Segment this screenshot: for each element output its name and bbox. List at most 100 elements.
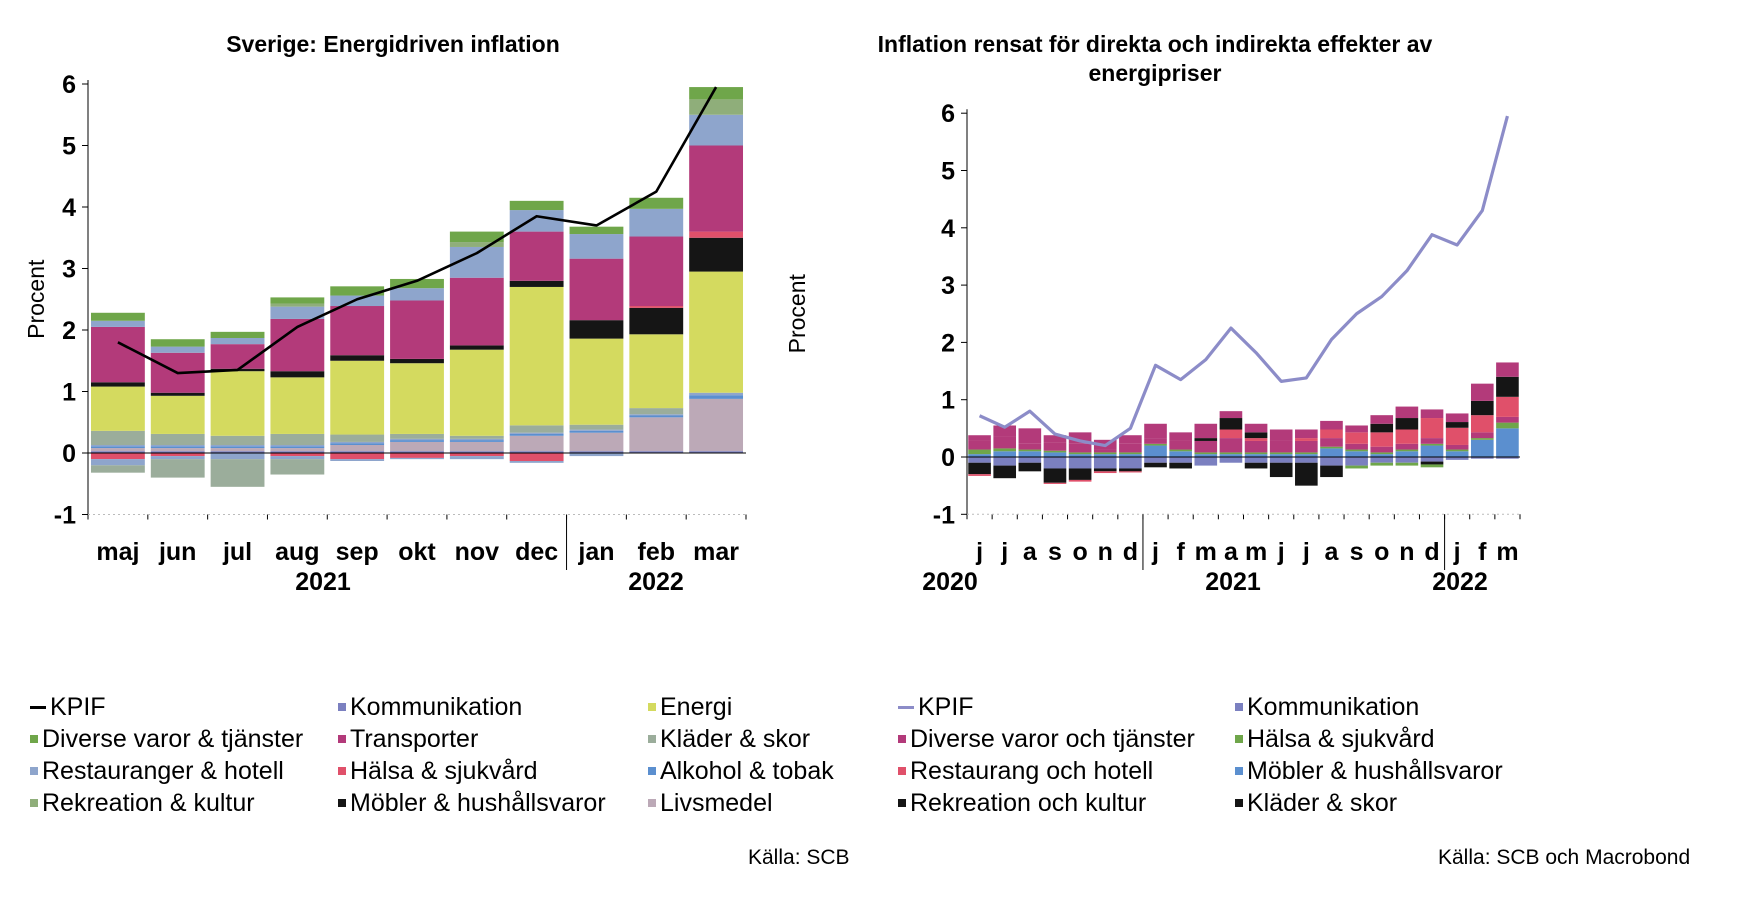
- bar-livsmedel: [90, 448, 145, 452]
- bar-neg-kommunikation: [1496, 457, 1519, 459]
- y-tick-label: -1: [933, 501, 955, 529]
- bar-diverse-varor-och-tj-nster: [1445, 444, 1469, 450]
- bar-neg-h-lsa-sjukv-rd: [270, 453, 325, 457]
- bar-energi: [390, 363, 444, 434]
- legend-swatch: [1235, 703, 1243, 711]
- y-tick-label: 2: [941, 329, 955, 357]
- legend-item-kpif: KPIF: [898, 692, 974, 722]
- bar-m-bler-hush-llsvaror: [968, 454, 991, 457]
- legend-swatch: [898, 799, 906, 807]
- bar-transporter: [90, 326, 145, 383]
- bar-diverse-varor-och-tj-nster: [1119, 443, 1142, 453]
- bar-neg-kommunikation: [1194, 457, 1218, 466]
- bar-diverse-varor-tj-nster: [330, 286, 385, 296]
- chart-title-line: energipriser: [1089, 60, 1222, 86]
- x-tick-label: okt: [398, 538, 436, 566]
- legend-item-restauranger-hotell: Restauranger & hotell: [30, 756, 284, 786]
- bar-neg-h-lsa-sjukv-rd: [390, 453, 444, 458]
- bar-restauranger-hotell: [330, 441, 385, 444]
- legend-item-m-bler-hush-llsvaror: Möbler & hushållsvaror: [1235, 756, 1503, 786]
- bar-m-bler-hush-llsvaror: [1043, 452, 1067, 457]
- bar-neg-rekreation-och-kultur: [1169, 462, 1192, 469]
- legend-swatch: [648, 703, 656, 711]
- x-tick-label: f: [1478, 538, 1487, 566]
- legend-label: KPIF: [50, 692, 106, 721]
- bar-neg-kl-der-skor: [270, 459, 325, 475]
- legend-label: Kläder & skor: [660, 724, 811, 753]
- bar-rekreation-kultur: [449, 242, 504, 247]
- legend-item-alkohol-tobak: Alkohol & tobak: [648, 756, 834, 786]
- bar-diverse-varor-tj-nster: [629, 197, 684, 209]
- bar-transporter: [509, 231, 564, 281]
- bar-diverse-varor-och-tj-nster: [1370, 446, 1394, 453]
- bar-neg-rekreation-och-kultur: [1420, 461, 1444, 465]
- bar-energi: [569, 338, 624, 425]
- bar-m-bler-hush-llsvaror: [509, 280, 564, 287]
- legend-item-rekreation-och-kultur: Rekreation och kultur: [898, 788, 1146, 818]
- bar-restaurang-och-hotell: [1470, 415, 1494, 433]
- bar-livsmedel: [629, 417, 684, 452]
- year-label: 2022: [1432, 568, 1488, 596]
- bar-m-bler-hush-llsvaror: [1018, 451, 1042, 457]
- bar-neg-rekreation-och-kultur: [1320, 465, 1343, 478]
- bar-neg-kommunikation: [1169, 457, 1192, 463]
- bar-restaurang-och-hotell: [1244, 438, 1268, 441]
- bar-diverse-varor-och-tj-nster: [1194, 423, 1218, 439]
- y-tick-label: 3: [62, 256, 76, 284]
- bar-diverse-varor-och-tj-nster: [1470, 383, 1494, 401]
- bar-neg-rekreation-och-kultur: [1043, 468, 1067, 483]
- bar-diverse-varor-och-tj-nster: [1269, 440, 1293, 453]
- bar-neg-restauranger-hotell: [449, 456, 504, 460]
- bar-restaurang-och-hotell: [1345, 432, 1368, 444]
- bar-neg-rekreation-och-kultur: [1269, 462, 1293, 478]
- bar-kl-der-skor: [150, 433, 205, 446]
- bar-neg-h-lsa-sjukv-rd: [1420, 464, 1444, 468]
- legend-swatch: [648, 767, 656, 775]
- year-label: 2022: [628, 568, 684, 596]
- legend-label: Hälsa & sjukvård: [350, 756, 538, 785]
- bar-neg-rekreation-och-kultur: [1244, 462, 1268, 469]
- bar-restauranger-hotell: [330, 295, 385, 307]
- bar-diverse-varor-och-tj-nster: [1093, 449, 1117, 453]
- bar-m-bler-hush-llsvaror: [993, 451, 1017, 457]
- bar-diverse-varor-och-tj-nster: [1043, 442, 1067, 451]
- bar-neg-restaurang-och-hotell: [1093, 471, 1117, 474]
- legend-item-h-lsa-sjukv-rd: Hälsa & sjukvård: [338, 756, 538, 786]
- legend-label: Hälsa & sjukvård: [1247, 724, 1435, 753]
- bar-kl-der-skor: [449, 435, 504, 439]
- bar-neg-h-lsa-sjukv-rd: [1370, 462, 1394, 466]
- bar-kl-der-skor: [569, 424, 624, 430]
- y-tick-label: 4: [941, 215, 955, 243]
- bar-diverse-varor-och-tj-nster: [1068, 432, 1092, 444]
- bar-diverse-varor-och-tj-nster: [993, 436, 1017, 449]
- bar-m-bler-hush-llsvaror: [1144, 445, 1167, 457]
- legend-swatch: [338, 735, 346, 743]
- legend-label: Möbler & hushållsvaror: [350, 788, 606, 817]
- bar-diverse-varor-och-tj-nster: [1395, 443, 1419, 450]
- bar-neg-restauranger-hotell: [150, 456, 205, 460]
- bar-neg-kommunikation: [1043, 457, 1067, 469]
- bar-rekreation-och-kultur: [1470, 400, 1494, 416]
- bar-kommunikation: [629, 451, 684, 453]
- x-tick-label: s: [1350, 538, 1364, 566]
- bar-m-bler-hush-llsvaror: [1345, 451, 1368, 457]
- x-tick-label: n: [1399, 538, 1414, 566]
- legend-swatch: [648, 799, 656, 807]
- bar-livsmedel: [210, 448, 265, 452]
- x-tick-label: maj: [96, 538, 139, 566]
- bar-h-lsa-sjukv-rd: [1219, 452, 1243, 455]
- bar-restaurang-och-hotell: [1395, 429, 1419, 444]
- bar-h-lsa-sjukv-rd: [993, 448, 1017, 452]
- bar-h-lsa-sjukv-rd: [1144, 443, 1167, 446]
- bar-h-lsa-sjukv-rd: [1420, 443, 1444, 446]
- bar-neg-h-lsa-sjukv-rd: [330, 453, 385, 460]
- bar-h-lsa-sjukv-rd: [1043, 450, 1067, 453]
- legend-label: Energi: [660, 692, 733, 721]
- bar-m-bler-hush-llsvaror: [390, 358, 444, 364]
- bar-alkohol-tobak: [210, 446, 265, 449]
- bar-restauranger-hotell: [569, 234, 624, 259]
- bar-diverse-varor-och-tj-nster: [1420, 409, 1444, 419]
- y-tick-label: 0: [941, 444, 955, 472]
- bar-kommunikation: [390, 451, 444, 453]
- legend-swatch: [1235, 799, 1243, 807]
